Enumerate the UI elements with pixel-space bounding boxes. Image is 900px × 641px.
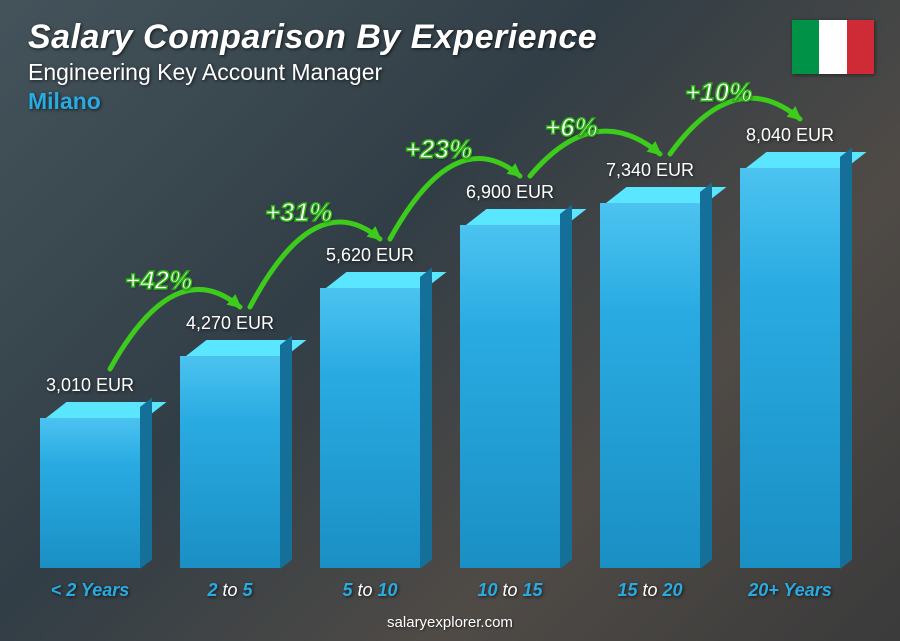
bar-side-face	[420, 268, 432, 569]
bar	[460, 209, 560, 568]
bar-category-label: 10 to 15	[477, 580, 542, 601]
bar-value-label: 7,340 EUR	[606, 160, 694, 181]
bar-group: 4,270 EUR 2 to 5	[164, 313, 296, 601]
bar-value-label: 5,620 EUR	[326, 245, 414, 266]
bar-front-face	[40, 418, 140, 568]
bar-chart: 3,010 EUR < 2 Years 4,270 EUR 2 to 5 5,6…	[20, 71, 860, 601]
bar-front-face	[180, 356, 280, 568]
chart-title: Salary Comparison By Experience	[28, 18, 597, 57]
increase-badge: +6%	[545, 112, 598, 143]
increase-badge: +42%	[125, 265, 192, 296]
bar	[740, 152, 840, 568]
flag-stripe-green	[792, 20, 819, 74]
bar-category-label: 15 to 20	[617, 580, 682, 601]
bar-group: 5,620 EUR 5 to 10	[304, 245, 436, 601]
bar-group: 7,340 EUR 15 to 20	[584, 160, 716, 601]
bar-category-label: 5 to 10	[342, 580, 397, 601]
bar-side-face	[560, 205, 572, 569]
bar-side-face	[700, 183, 712, 569]
bar-value-label: 6,900 EUR	[466, 182, 554, 203]
bar-front-face	[320, 288, 420, 568]
bar-group: 8,040 EUR 20+ Years	[724, 125, 856, 601]
bar-value-label: 8,040 EUR	[746, 125, 834, 146]
bar	[40, 402, 140, 568]
footer-credit: salaryexplorer.com	[0, 614, 900, 631]
bar	[180, 340, 280, 568]
bar-group: 3,010 EUR < 2 Years	[24, 375, 156, 601]
bar-side-face	[280, 336, 292, 569]
bar	[320, 272, 420, 568]
bar-front-face	[460, 225, 560, 568]
bar-side-face	[840, 148, 852, 569]
bar-category-label: 2 to 5	[207, 580, 252, 601]
flag-stripe-red	[847, 20, 874, 74]
increase-badge: +31%	[265, 197, 332, 228]
bar-value-label: 3,010 EUR	[46, 375, 134, 396]
increase-badge: +23%	[405, 134, 472, 165]
bar-group: 6,900 EUR 10 to 15	[444, 182, 576, 601]
bar-value-label: 4,270 EUR	[186, 313, 274, 334]
bar-category-label: 20+ Years	[748, 580, 832, 601]
bar-category-label: < 2 Years	[51, 580, 130, 601]
bar	[600, 187, 700, 568]
increase-badge: +10%	[685, 77, 752, 108]
bar-side-face	[140, 398, 152, 569]
bar-front-face	[740, 168, 840, 568]
italy-flag-icon	[792, 20, 874, 74]
flag-stripe-white	[819, 20, 846, 74]
bar-front-face	[600, 203, 700, 568]
